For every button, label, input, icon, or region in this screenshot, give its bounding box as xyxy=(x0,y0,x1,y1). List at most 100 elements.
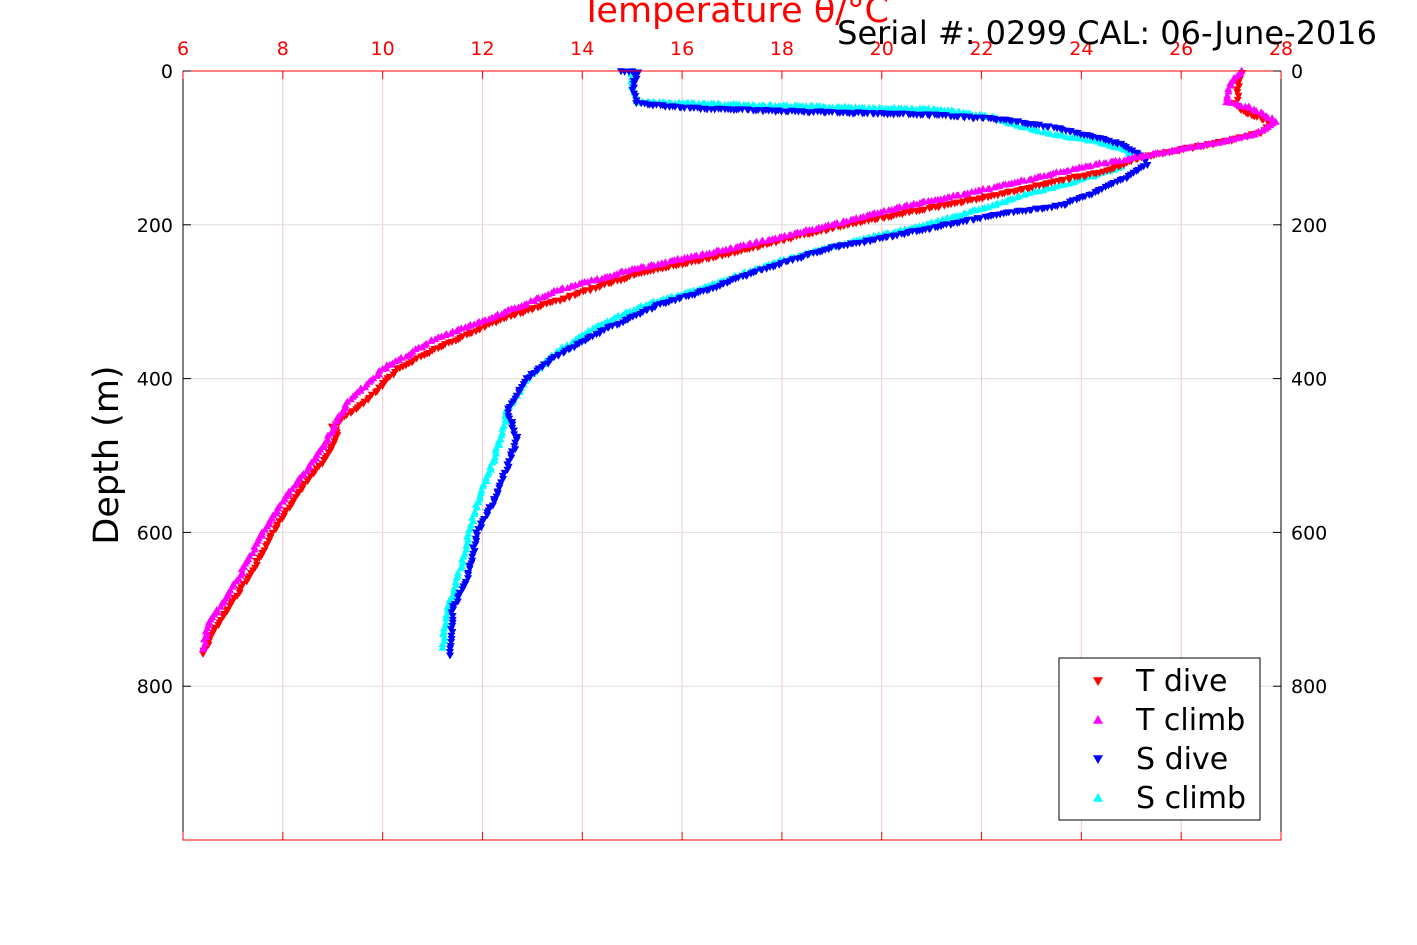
serial-cal-label: Serial #: 0299 CAL: 06-June-2016 xyxy=(837,14,1377,52)
data-point xyxy=(475,326,484,334)
data-point xyxy=(497,431,506,439)
data-point xyxy=(488,502,497,510)
series-layer xyxy=(198,66,1280,660)
data-point xyxy=(265,517,274,525)
data-point xyxy=(998,198,1007,206)
data-point xyxy=(262,543,271,551)
data-point xyxy=(965,207,974,215)
x-tick-label: 24 xyxy=(1069,38,1093,60)
data-point xyxy=(899,110,908,118)
data-point xyxy=(205,618,214,626)
data-point xyxy=(1245,103,1254,111)
x-tick-label: 28 xyxy=(1269,38,1293,60)
series-s-climb xyxy=(438,67,1137,651)
data-point xyxy=(451,578,460,586)
data-point xyxy=(1101,183,1110,191)
y-tick-label-right: 600 xyxy=(1291,522,1327,544)
data-point xyxy=(1128,147,1137,155)
data-point xyxy=(364,396,373,404)
data-point xyxy=(1193,142,1202,150)
data-point xyxy=(462,542,471,550)
x-axis-title: Temperature θ/°C xyxy=(580,0,889,31)
data-point xyxy=(333,413,342,421)
data-point xyxy=(442,611,451,619)
y-tick-label-left: 200 xyxy=(137,215,173,237)
data-point xyxy=(468,553,477,561)
data-point xyxy=(507,400,516,408)
x-tick-label: 10 xyxy=(371,38,395,60)
y-axis-ticks-left: 0 200 400 600 800 xyxy=(137,61,191,698)
data-point xyxy=(509,427,518,435)
data-point xyxy=(504,405,513,413)
data-point xyxy=(1258,126,1267,134)
data-point xyxy=(389,371,398,379)
data-point xyxy=(1124,149,1133,157)
x-tick-label: 16 xyxy=(670,38,694,60)
data-point xyxy=(278,497,287,505)
x-tick-label: 26 xyxy=(1169,38,1193,60)
data-point xyxy=(442,614,451,622)
y-axis-ticks-right: 0 200 400 600 800 xyxy=(1273,61,1327,698)
y-axis-title: Depth (m) xyxy=(87,365,127,544)
data-point xyxy=(237,565,246,573)
data-point xyxy=(476,520,485,528)
data-point xyxy=(491,446,500,454)
data-point xyxy=(756,266,765,274)
data-point xyxy=(382,361,391,369)
data-point xyxy=(275,518,284,526)
legend-marker xyxy=(1093,755,1103,764)
data-point xyxy=(490,498,499,506)
data-point xyxy=(666,257,675,265)
data-point xyxy=(464,575,473,583)
data-point xyxy=(744,240,753,248)
data-point xyxy=(628,86,637,94)
data-point xyxy=(1107,157,1116,165)
data-point xyxy=(1039,186,1048,194)
data-point xyxy=(675,295,684,303)
data-point xyxy=(473,532,482,540)
data-point xyxy=(690,99,699,107)
legend-label: T dive xyxy=(1135,664,1227,699)
y-tick-label-right: 800 xyxy=(1291,676,1327,698)
y-tick-label-right: 400 xyxy=(1291,369,1327,391)
data-point xyxy=(1034,127,1043,135)
data-point xyxy=(491,449,500,457)
data-point xyxy=(1227,98,1236,106)
data-point xyxy=(1025,175,1034,183)
data-point xyxy=(954,113,963,121)
data-point xyxy=(960,209,969,217)
data-point xyxy=(448,628,457,636)
data-point xyxy=(1046,129,1055,137)
legend-marker xyxy=(1093,715,1103,724)
data-point xyxy=(1214,138,1223,146)
data-point xyxy=(828,109,837,117)
data-point xyxy=(979,115,988,123)
data-point xyxy=(477,486,486,494)
x-tick-label: 18 xyxy=(770,38,794,60)
x-tick-label: 12 xyxy=(470,38,494,60)
data-point xyxy=(644,262,653,270)
series-s-dive xyxy=(445,68,1152,660)
x-tick-label: 22 xyxy=(969,38,993,60)
data-point xyxy=(631,93,640,101)
legend-marker xyxy=(1093,677,1103,686)
data-point xyxy=(1240,132,1249,140)
data-point xyxy=(466,520,475,528)
data-point xyxy=(507,454,516,462)
data-point xyxy=(960,114,969,122)
series-t-climb xyxy=(198,66,1280,653)
data-point xyxy=(352,406,361,414)
data-point xyxy=(757,237,766,245)
data-point xyxy=(417,353,426,361)
data-point xyxy=(1091,160,1100,168)
data-point xyxy=(198,645,207,653)
data-point xyxy=(333,417,342,425)
data-point xyxy=(847,215,856,223)
legend-label: T climb xyxy=(1135,703,1245,738)
data-point xyxy=(475,492,484,500)
data-point xyxy=(481,473,490,481)
data-point xyxy=(458,558,467,566)
data-point xyxy=(448,612,457,620)
data-point xyxy=(563,283,572,291)
data-point xyxy=(468,544,477,552)
